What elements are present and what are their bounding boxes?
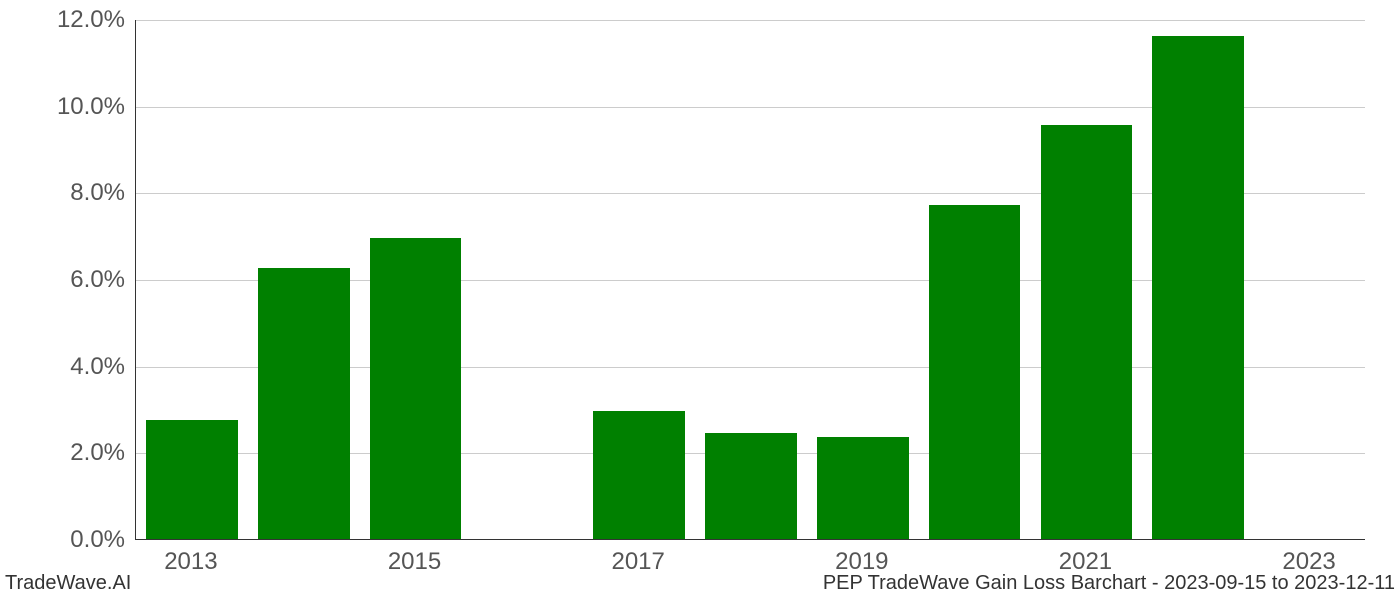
- x-tick-label: 2017: [611, 548, 664, 576]
- x-tick-label: 2021: [1059, 548, 1112, 576]
- grid-line: [136, 20, 1365, 21]
- bar: [817, 437, 909, 539]
- y-tick-label: 12.0%: [5, 6, 125, 34]
- y-tick-label: 10.0%: [5, 93, 125, 121]
- bar: [705, 433, 797, 539]
- x-tick-label: 2013: [164, 548, 217, 576]
- bar: [1041, 125, 1133, 539]
- y-tick-label: 2.0%: [5, 439, 125, 467]
- bar: [370, 238, 462, 539]
- x-tick-label: 2019: [835, 548, 888, 576]
- x-tick-label: 2023: [1282, 548, 1335, 576]
- y-tick-label: 6.0%: [5, 266, 125, 294]
- chart-plot-area: [135, 20, 1365, 540]
- bar: [593, 411, 685, 539]
- y-tick-label: 0.0%: [5, 526, 125, 554]
- bar: [258, 268, 350, 539]
- y-tick-label: 8.0%: [5, 179, 125, 207]
- bar: [1152, 36, 1244, 539]
- y-tick-label: 4.0%: [5, 353, 125, 381]
- footer-left-text: TradeWave.AI: [5, 572, 131, 595]
- x-tick-label: 2015: [388, 548, 441, 576]
- bar: [929, 205, 1021, 539]
- bar: [146, 420, 238, 539]
